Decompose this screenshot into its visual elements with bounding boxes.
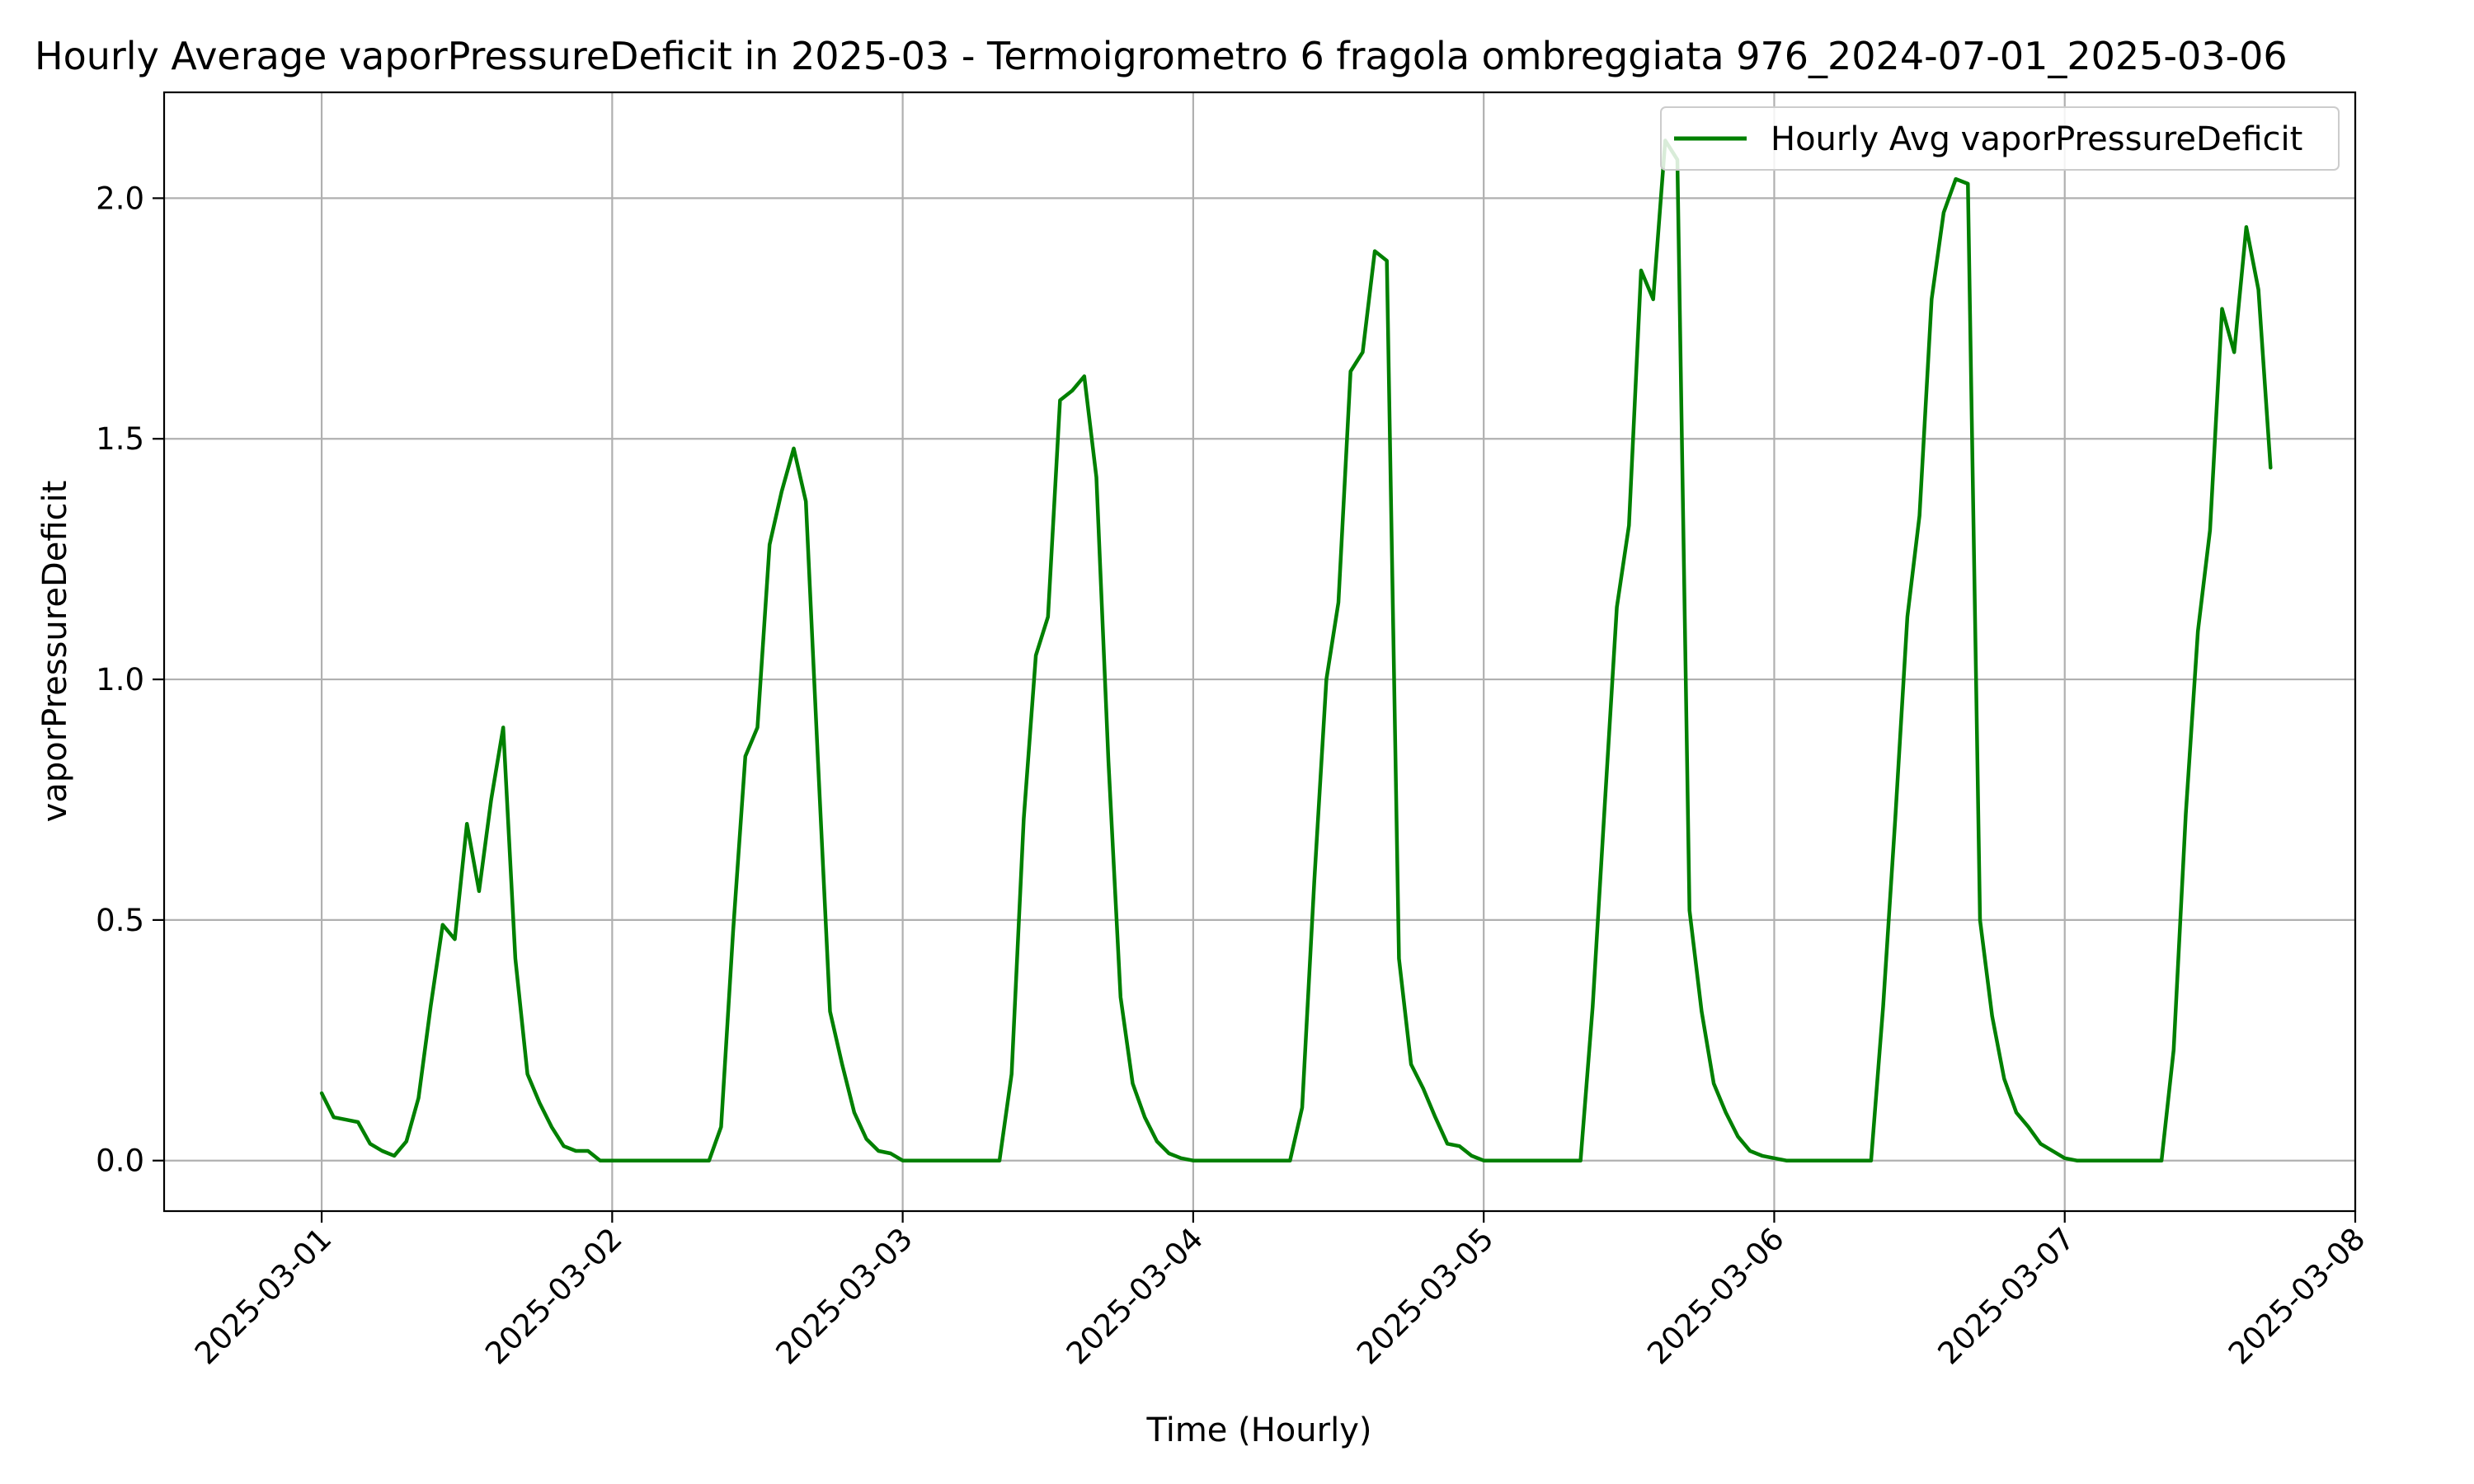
y-tick-label: 1.5 xyxy=(96,421,144,457)
x-tick-label: 2025-03-01 xyxy=(188,1221,338,1371)
x-tick-label: 2025-03-02 xyxy=(478,1221,628,1371)
y-tick-label: 0.5 xyxy=(96,903,144,938)
legend: Hourly Avg vaporPressureDeficit xyxy=(1660,106,2340,171)
legend-entry-label: Hourly Avg vaporPressureDeficit xyxy=(1771,120,2302,158)
x-tick-label: 2025-03-05 xyxy=(1350,1221,1500,1371)
x-tick-label: 2025-03-03 xyxy=(769,1221,920,1371)
chart-title: Hourly Average vaporPressureDeficit in 2… xyxy=(35,34,2288,78)
x-axis-ticks: 2025-03-01 2025-03-02 2025-03-03 2025-03-04… xyxy=(188,1211,2372,1371)
series-line-vapor-pressure-deficit xyxy=(319,139,2273,1162)
y-tick-label: 1.0 xyxy=(96,662,144,697)
series-layer xyxy=(319,139,2273,1162)
x-axis-label: Time (Hourly) xyxy=(1146,1411,1372,1449)
x-tick-label: 2025-03-06 xyxy=(1640,1221,1790,1371)
x-tick-label: 2025-03-08 xyxy=(2222,1221,2372,1371)
plot-area-frame xyxy=(162,91,2357,1213)
legend-box xyxy=(1660,106,2340,171)
y-tick-label: 0.0 xyxy=(96,1144,144,1179)
y-axis-ticks: 0.0 0.5 1.0 1.5 2.0 xyxy=(96,181,164,1179)
y-axis-label: vaporPressureDeficit xyxy=(36,481,74,823)
x-tick-label: 2025-03-04 xyxy=(1060,1221,1210,1371)
x-tick-label: 2025-03-07 xyxy=(1931,1221,2081,1371)
grid-lines xyxy=(164,92,2357,1211)
y-tick-label: 2.0 xyxy=(96,181,144,216)
